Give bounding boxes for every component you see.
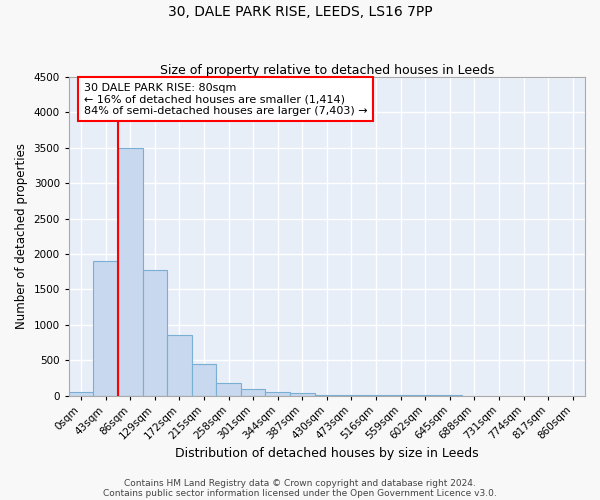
Bar xyxy=(241,389,265,396)
Bar xyxy=(290,394,314,396)
Y-axis label: Number of detached properties: Number of detached properties xyxy=(15,144,28,330)
Bar xyxy=(217,383,241,396)
Text: Contains public sector information licensed under the Open Government Licence v3: Contains public sector information licen… xyxy=(103,488,497,498)
X-axis label: Distribution of detached houses by size in Leeds: Distribution of detached houses by size … xyxy=(175,447,479,460)
Text: Contains HM Land Registry data © Crown copyright and database right 2024.: Contains HM Land Registry data © Crown c… xyxy=(124,478,476,488)
Bar xyxy=(265,392,290,396)
Bar xyxy=(314,395,339,396)
Text: 30 DALE PARK RISE: 80sqm
← 16% of detached houses are smaller (1,414)
84% of sem: 30 DALE PARK RISE: 80sqm ← 16% of detach… xyxy=(83,82,367,116)
Bar xyxy=(143,270,167,396)
Bar xyxy=(192,364,217,396)
Bar xyxy=(118,148,143,396)
Bar xyxy=(94,261,118,396)
Text: 30, DALE PARK RISE, LEEDS, LS16 7PP: 30, DALE PARK RISE, LEEDS, LS16 7PP xyxy=(167,5,433,19)
Bar xyxy=(69,392,94,396)
Bar xyxy=(167,334,192,396)
Title: Size of property relative to detached houses in Leeds: Size of property relative to detached ho… xyxy=(160,64,494,77)
